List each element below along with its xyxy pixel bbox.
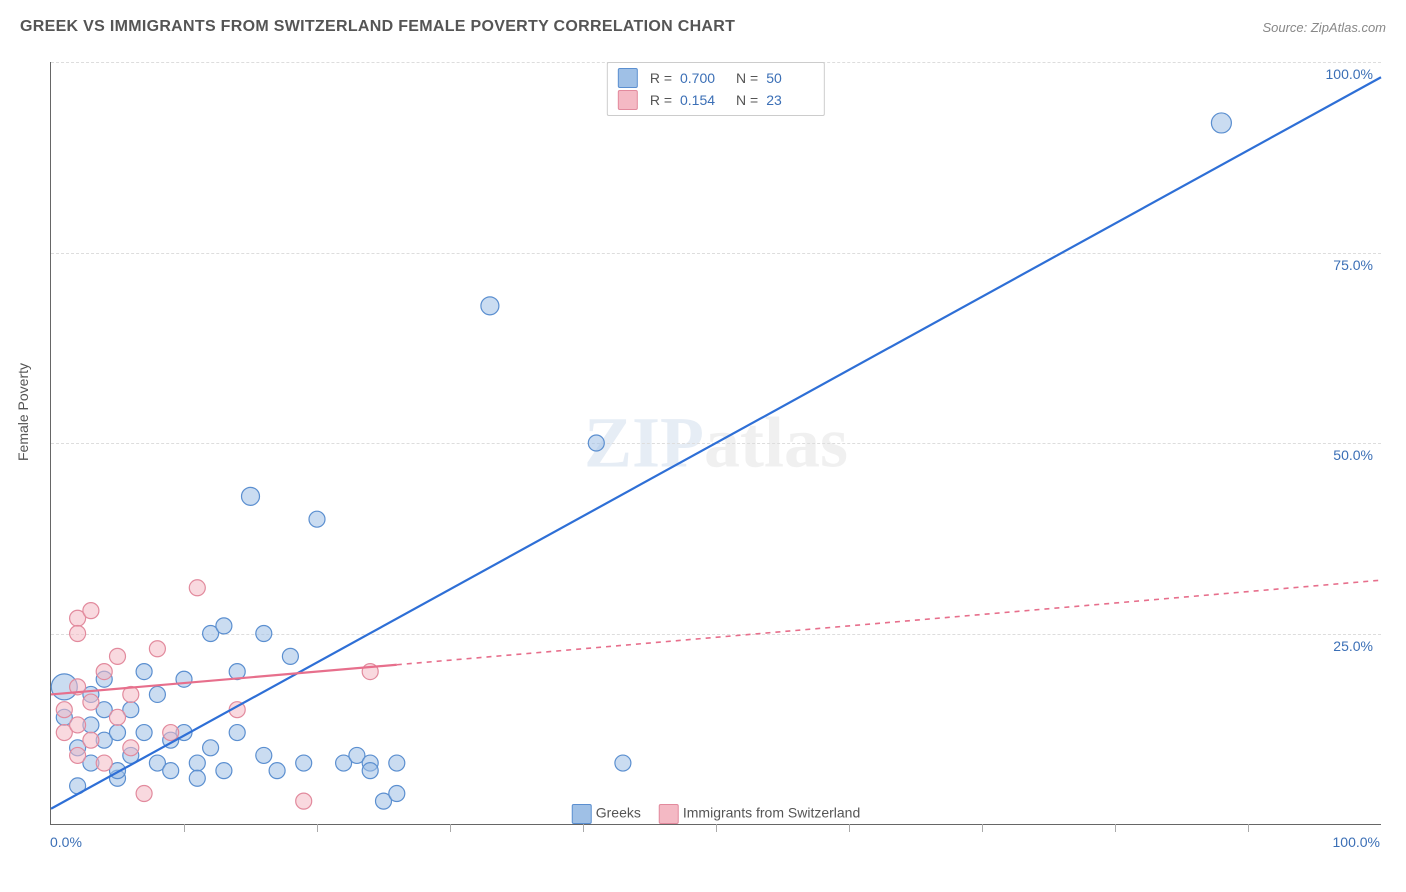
greeks-point (615, 755, 631, 771)
swiss-point (296, 793, 312, 809)
source-label: Source: ZipAtlas.com (1262, 20, 1386, 35)
swiss-point (149, 641, 165, 657)
greeks-point (136, 725, 152, 741)
greeks-point (242, 487, 260, 505)
greeks-point (309, 511, 325, 527)
x-tick (583, 824, 584, 832)
x-tick (716, 824, 717, 832)
x-tick (450, 824, 451, 832)
greeks-point (362, 763, 378, 779)
greeks-point (136, 664, 152, 680)
swiss-point (189, 580, 205, 596)
swiss-point (110, 648, 126, 664)
greeks-point (256, 747, 272, 763)
greeks-point (389, 755, 405, 771)
x-tick (317, 824, 318, 832)
greeks-point (256, 626, 272, 642)
greeks-point (1211, 113, 1231, 133)
greeks-point (189, 755, 205, 771)
swiss-point (123, 740, 139, 756)
greeks-point (149, 686, 165, 702)
r-label: R = (650, 70, 672, 86)
greeks-point (216, 618, 232, 634)
y-axis-label: Female Poverty (15, 363, 31, 461)
greeks-point (189, 770, 205, 786)
greeks-trendline (51, 77, 1381, 809)
swiss-point (83, 732, 99, 748)
greeks-point (389, 786, 405, 802)
swiss-point (70, 747, 86, 763)
greeks-point (296, 755, 312, 771)
swiss-point (83, 603, 99, 619)
plot-area: ZIPatlas 25.0%50.0%75.0%100.0% R =0.700N… (50, 62, 1381, 825)
x-tick (184, 824, 185, 832)
greeks-point (110, 725, 126, 741)
n-value: 50 (766, 70, 814, 86)
n-label: N = (736, 70, 758, 86)
legend-swatch (618, 68, 638, 88)
greeks-point (216, 763, 232, 779)
swiss-point (96, 664, 112, 680)
r-label: R = (650, 92, 672, 108)
swiss-point (163, 725, 179, 741)
y-axis-label-wrap: Female Poverty (8, 0, 38, 824)
n-value: 23 (766, 92, 814, 108)
greeks-point (229, 725, 245, 741)
chart-container: GREEK VS IMMIGRANTS FROM SWITZERLAND FEM… (0, 0, 1406, 892)
x-tick (1115, 824, 1116, 832)
correlation-legend: R = 0.700 N = 50 R = 0.154 N = 23 (607, 62, 825, 116)
swiss-point (136, 786, 152, 802)
greeks-point (269, 763, 285, 779)
legend-swatch (618, 90, 638, 110)
x-axis-max-label: 100.0% (1333, 834, 1380, 850)
swiss-point (70, 626, 86, 642)
x-tick (982, 824, 983, 832)
swiss-point (83, 694, 99, 710)
n-label: N = (736, 92, 758, 108)
greeks-point (163, 763, 179, 779)
greeks-point (481, 297, 499, 315)
greeks-point (176, 671, 192, 687)
chart-title: GREEK VS IMMIGRANTS FROM SWITZERLAND FEM… (20, 18, 735, 36)
r-value: 0.154 (680, 92, 728, 108)
swiss-point (70, 717, 86, 733)
plot-svg (51, 62, 1381, 824)
correlation-legend-row: R = 0.154 N = 23 (618, 89, 814, 111)
greeks-point (588, 435, 604, 451)
swiss-point (56, 702, 72, 718)
x-tick (1248, 824, 1249, 832)
greeks-point (203, 740, 219, 756)
correlation-legend-row: R = 0.700 N = 50 (618, 67, 814, 89)
x-axis-min-label: 0.0% (50, 834, 82, 850)
swiss-trendline-extrapolated (397, 580, 1381, 665)
r-value: 0.700 (680, 70, 728, 86)
swiss-point (96, 755, 112, 771)
x-tick (849, 824, 850, 832)
swiss-point (110, 709, 126, 725)
greeks-point (282, 648, 298, 664)
